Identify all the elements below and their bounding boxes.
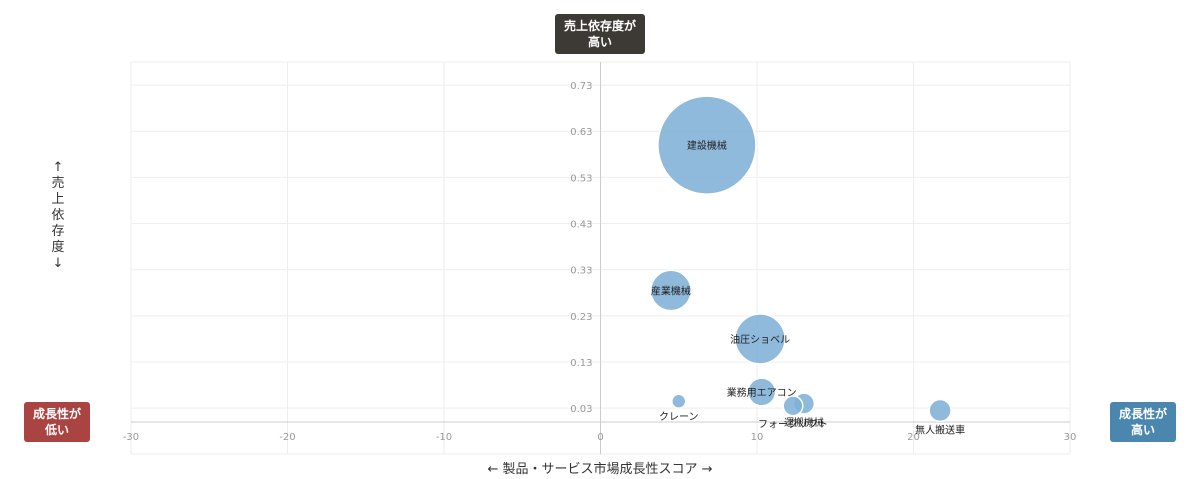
bubble bbox=[928, 398, 952, 423]
bubble bbox=[747, 377, 777, 407]
bubbles bbox=[649, 95, 952, 423]
badge-right-line1: 成長性が bbox=[1118, 407, 1167, 421]
badge-top-line2: 高い bbox=[587, 35, 612, 49]
bubble-label: 業務用エアコン bbox=[727, 386, 797, 399]
high-dependency-badge: 売上依存度が 高い bbox=[555, 14, 645, 54]
y-tick-label: 0.63 bbox=[570, 127, 592, 138]
axes bbox=[131, 62, 1070, 454]
bubble-label: 建設機械 bbox=[687, 139, 727, 152]
y-tick-label: 0.03 bbox=[570, 404, 592, 415]
bubble-label: 産業機械 bbox=[651, 284, 691, 297]
y-tick-label: 0.53 bbox=[570, 173, 592, 184]
x-tick-label: 30 bbox=[1064, 432, 1077, 443]
badge-left-line2: 低い bbox=[44, 423, 69, 437]
y-tick-label: 0.23 bbox=[570, 312, 592, 323]
y-tick-label: 0.73 bbox=[570, 81, 592, 92]
bubble-label: フォークリフト bbox=[758, 419, 828, 431]
y-label-char: 依 bbox=[51, 208, 65, 223]
y-tick-label: 0.13 bbox=[570, 358, 592, 369]
bubble-label: 運搬機械 bbox=[784, 416, 824, 429]
x-tick-label: -20 bbox=[279, 432, 295, 443]
y-tick-label: 0.43 bbox=[570, 220, 592, 231]
x-tick-label: 20 bbox=[907, 432, 920, 443]
y-label-char: ↓ bbox=[52, 256, 64, 271]
bubble-label: クレーン bbox=[659, 411, 699, 423]
badge-right-line2: 高い bbox=[1130, 423, 1155, 437]
bubble bbox=[649, 269, 692, 312]
bubble-label: 油圧ショベル bbox=[730, 333, 790, 346]
y-label-char: 上 bbox=[51, 192, 65, 207]
tick-labels: -30 -20 -10 0 10 20 30 0.03 0.13 0.23 0.33 0.43 0.53… bbox=[123, 81, 1077, 443]
y-axis-label: ↑ 売 上 依 存 度 ↓ bbox=[50, 160, 66, 272]
high-growth-badge: 成長性が 高い bbox=[1110, 402, 1176, 442]
bubble bbox=[734, 313, 786, 365]
y-label-char: 存 bbox=[51, 224, 65, 239]
badge-left-line1: 成長性が bbox=[32, 407, 81, 421]
badge-top-line1: 売上依存度が bbox=[563, 19, 636, 33]
bubble bbox=[657, 95, 757, 195]
y-tick-label: 0.33 bbox=[570, 266, 592, 277]
x-tick-label: 0 bbox=[597, 432, 603, 443]
y-label-char: 売 bbox=[51, 176, 65, 191]
x-tick-label: 10 bbox=[751, 432, 764, 443]
bubble-label: 無人搬送車 bbox=[915, 423, 965, 436]
x-tick-label: -30 bbox=[123, 432, 139, 443]
bubble bbox=[671, 393, 687, 409]
x-axis-label: ← 製品・サービス市場成長性スコア → bbox=[487, 462, 713, 477]
y-label-char: ↑ bbox=[52, 160, 64, 175]
x-tick-label: -10 bbox=[436, 432, 452, 443]
y-label-char: 度 bbox=[51, 240, 65, 255]
low-growth-badge: 成長性が 低い bbox=[24, 402, 90, 442]
bubble bbox=[782, 395, 804, 417]
